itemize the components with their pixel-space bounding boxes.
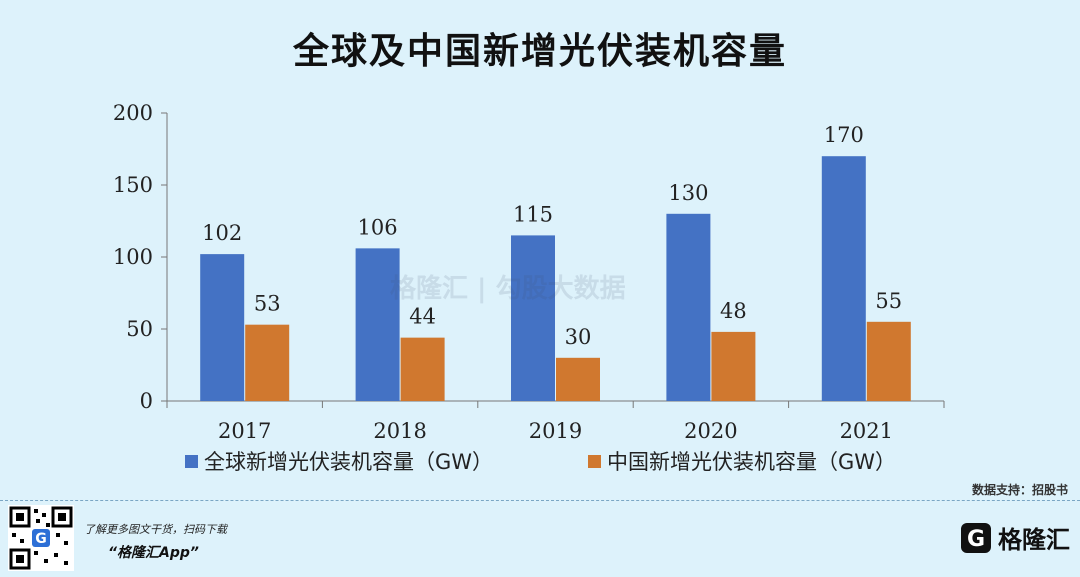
bar-global bbox=[355, 248, 400, 401]
data-label: 48 bbox=[720, 299, 747, 323]
footer-app-name: “格隆汇App” bbox=[108, 545, 199, 561]
g-logo-icon: G bbox=[961, 522, 991, 553]
data-label: 130 bbox=[668, 181, 708, 205]
data-label: 102 bbox=[202, 221, 242, 245]
bar-china bbox=[245, 324, 290, 401]
y-tick-label: 200 bbox=[113, 101, 153, 125]
data-label: 55 bbox=[875, 289, 902, 313]
bar-china bbox=[711, 331, 756, 401]
y-tick-label: 0 bbox=[140, 389, 153, 413]
footer-caption: 了解更多图文干货，扫码下载 bbox=[84, 523, 227, 536]
svg-text:G: G bbox=[967, 527, 985, 552]
legend-item-global: 全球新增光伏装机容量（GW） bbox=[185, 446, 493, 476]
data-label: 115 bbox=[513, 202, 553, 226]
y-tick-label: 50 bbox=[126, 317, 153, 341]
source-note: 数据支持：招股书 bbox=[971, 483, 1068, 497]
bar-china bbox=[866, 321, 911, 401]
data-label: 53 bbox=[254, 292, 281, 316]
data-label: 106 bbox=[358, 215, 398, 239]
legend-label-global: 全球新增光伏装机容量（GW） bbox=[204, 450, 494, 474]
x-tick-label: 2018 bbox=[373, 419, 426, 443]
legend-item-china: 中国新增光伏装机容量（GW） bbox=[588, 446, 896, 476]
bar-global bbox=[511, 235, 555, 401]
y-tick-label: 150 bbox=[113, 173, 153, 197]
legend-swatch-china bbox=[588, 454, 601, 468]
bar-china bbox=[556, 357, 600, 401]
footer-divider bbox=[0, 500, 1080, 501]
x-tick-label: 2017 bbox=[218, 419, 271, 443]
x-tick-label: 2021 bbox=[840, 419, 893, 443]
legend-label-china: 中国新增光伏装机容量（GW） bbox=[607, 450, 897, 474]
bar-global bbox=[666, 213, 711, 401]
legend-swatch-global bbox=[185, 454, 198, 468]
data-label: 170 bbox=[824, 123, 864, 147]
brand-logo: G 格隆汇 bbox=[960, 520, 1070, 555]
x-tick-label: 2019 bbox=[529, 419, 582, 443]
y-tick-label: 100 bbox=[113, 245, 153, 269]
svg-text:G: G bbox=[35, 531, 47, 547]
x-tick-label: 2020 bbox=[684, 419, 737, 443]
chart-title: 全球及中国新增光伏装机容量 bbox=[292, 31, 787, 72]
bar-global bbox=[821, 156, 866, 401]
bar-china bbox=[400, 337, 445, 401]
legend: 全球新增光伏装机容量（GW） 中国新增光伏装机容量（GW） bbox=[185, 446, 945, 476]
qr-code-icon: G bbox=[8, 505, 74, 571]
data-label: 30 bbox=[565, 325, 592, 349]
bar-global bbox=[200, 254, 245, 401]
data-label: 44 bbox=[409, 305, 436, 329]
logo-text: 格隆汇 bbox=[998, 526, 1070, 554]
